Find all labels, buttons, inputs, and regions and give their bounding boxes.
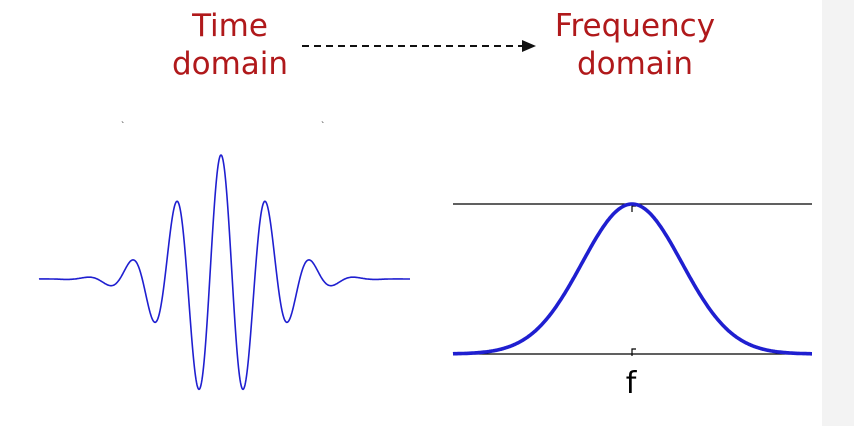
peak-tick (631, 205, 636, 212)
dashed-arrow (302, 40, 536, 52)
time-title-line2: domain (171, 46, 289, 82)
time-domain-plot: ` ` (38, 120, 410, 391)
tick-mark: ` (121, 120, 124, 132)
slide-edge-strip (822, 0, 854, 426)
time-title-line1: Time (192, 8, 268, 44)
wavelet-curve (38, 154, 410, 391)
freq-title-line1: Frequency (554, 8, 716, 44)
gaussian-spectrum-curve (452, 202, 812, 356)
center-tick (631, 348, 636, 356)
frequency-domain-plot (452, 202, 812, 356)
tick-mark: ` (321, 120, 324, 132)
frequency-axis-label: f (625, 366, 637, 401)
frequency-domain-title: Frequency domain (520, 7, 750, 83)
freq-title-line2: domain (576, 46, 694, 82)
time-domain-title: Time domain (130, 7, 330, 83)
